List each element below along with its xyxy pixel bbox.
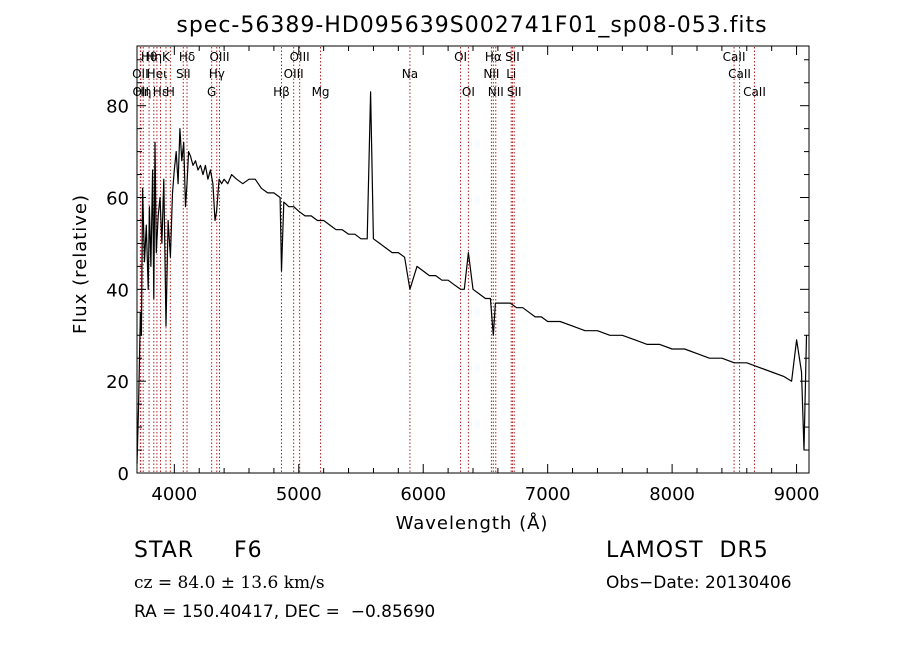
y-tick-label: 20: [106, 372, 129, 393]
spectral-line-label: Hη: [135, 85, 152, 99]
spectral-line-label: G: [207, 85, 216, 99]
spectral-line-label: Li: [506, 67, 516, 81]
x-axis: 4000 5000 6000 7000 8000 9000: [151, 46, 819, 505]
y-axis: 0 20 40 60 80: [106, 59, 809, 485]
plot-frame: [136, 45, 810, 474]
spectral-line-label: H: [166, 85, 175, 99]
spectral-line-label: OII: [132, 67, 149, 81]
ra-dec: RA = 150.40417, DEC = −0.85690: [134, 602, 436, 622]
spectrum-series-line: [136, 91, 808, 464]
spectral-line-label: SII: [505, 50, 520, 64]
spectral-line-label: NII: [483, 67, 499, 81]
y-tick-label: 80: [106, 97, 129, 118]
spectral-line-label: Hδ: [179, 50, 195, 64]
spectral-line-label: Hγ: [209, 67, 225, 81]
spectral-line-label: Hβ: [273, 85, 290, 99]
y-tick-label: 60: [106, 189, 129, 210]
x-axis-label: Wavelength (Å): [396, 512, 549, 534]
redshift-cz: cz = 84.0 ± 13.6 km/s: [134, 573, 325, 593]
spectral-line-label: K: [162, 50, 171, 64]
spectral-line-label: Hα: [485, 50, 502, 64]
spectral-line-label: OI: [454, 50, 467, 64]
survey-label: LAMOST DR5: [606, 538, 769, 563]
y-tick-label: 40: [106, 280, 129, 301]
spectral-line-label: Hθ: [141, 50, 157, 64]
spectral-line-label: OIII: [284, 67, 304, 81]
x-tick-label: 5000: [276, 484, 322, 505]
spectral-line-labels: OIIOIIHηHθHηHeιHεKHSIIHδGHγOIIIHβOIIIOII…: [132, 50, 766, 99]
spectral-line-label: Heι: [147, 67, 167, 81]
x-tick-label: 7000: [525, 484, 571, 505]
spectral-line-label: CaII: [743, 85, 766, 99]
spectral-line-label: SII: [176, 67, 191, 81]
y-axis-label: Flux (relative): [70, 194, 91, 334]
x-tick-label: 9000: [774, 484, 820, 505]
spectral-line-markers: [139, 47, 755, 472]
spectral-line-label: SII: [507, 85, 522, 99]
object-class: STAR F6: [134, 538, 263, 563]
spectral-line-label: Hε: [153, 85, 169, 99]
spectral-line-label: Na: [402, 67, 418, 81]
spectral-line-label: CaII: [728, 67, 751, 81]
spectral-line-label: CaII: [723, 50, 746, 64]
observation-date: Obs−Date: 20130406: [606, 573, 792, 593]
spectral-line-label: OIII: [209, 50, 229, 64]
x-tick-label: 6000: [400, 484, 446, 505]
chart-title: spec-56389-HD095639S002741F01_sp08-053.f…: [176, 13, 767, 38]
spectral-line-label: OIII: [290, 50, 310, 64]
x-tick-label: 4000: [151, 484, 197, 505]
spectral-line-label: Hη: [145, 50, 162, 64]
spectral-line-label: OI: [462, 85, 475, 99]
x-tick-label: 8000: [649, 484, 695, 505]
y-tick-label: 0: [118, 464, 129, 485]
spectral-line-label: Mg: [312, 85, 330, 99]
spectral-line-label: NII: [488, 85, 504, 99]
